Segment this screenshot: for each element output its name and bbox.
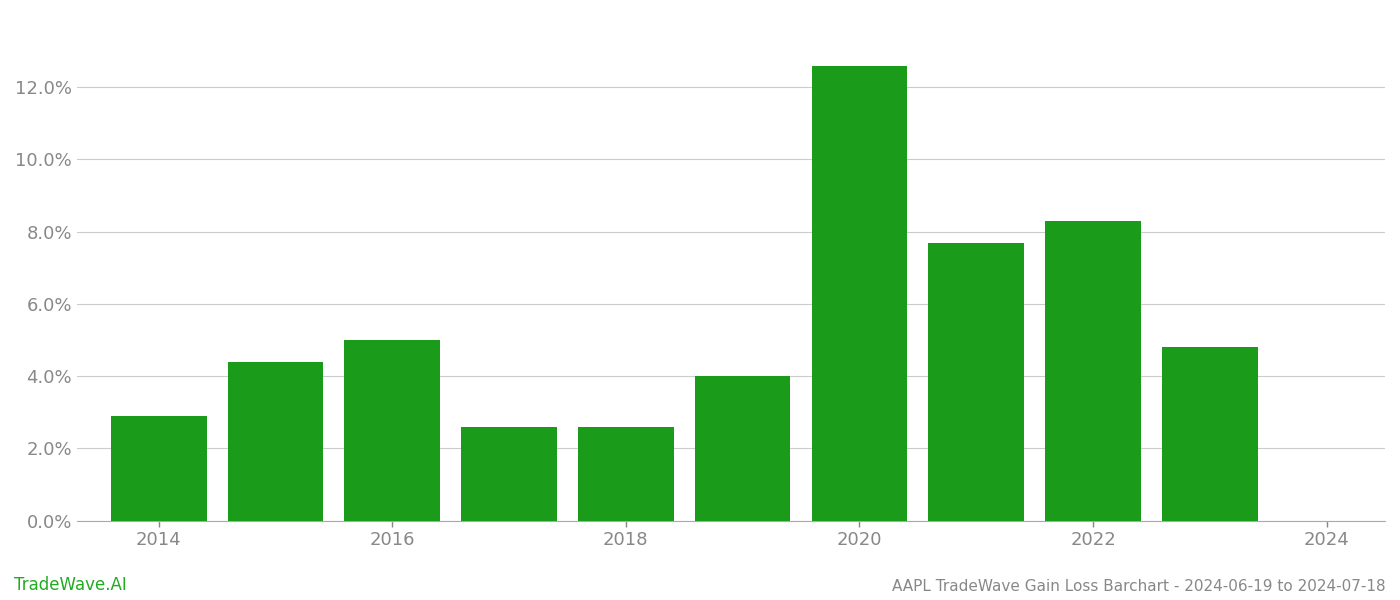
Bar	[1046, 221, 1141, 521]
Bar	[461, 427, 557, 521]
Bar	[928, 242, 1023, 521]
Bar	[111, 416, 207, 521]
Text: TradeWave.AI: TradeWave.AI	[14, 576, 127, 594]
Bar	[694, 376, 791, 521]
Text: AAPL TradeWave Gain Loss Barchart - 2024-06-19 to 2024-07-18: AAPL TradeWave Gain Loss Barchart - 2024…	[892, 579, 1386, 594]
Bar	[228, 362, 323, 521]
Bar	[812, 65, 907, 521]
Bar	[344, 340, 440, 521]
Bar	[578, 427, 673, 521]
Bar	[1162, 347, 1257, 521]
